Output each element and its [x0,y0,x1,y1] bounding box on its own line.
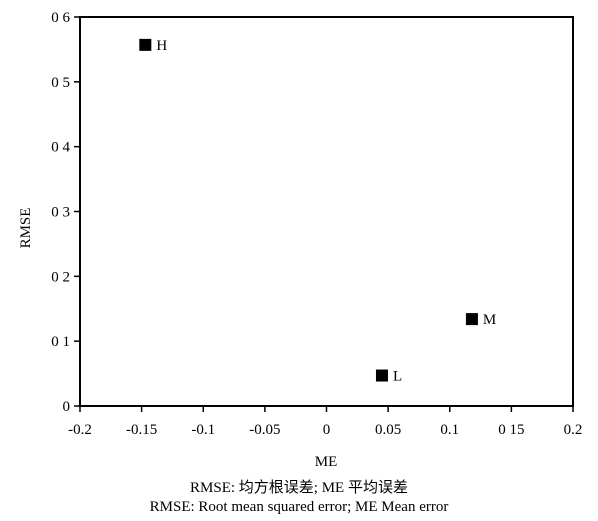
x-tick-label: -0.1 [191,422,215,438]
x-tick-label: -0.15 [126,422,157,438]
y-tick-label: 0 1 [51,334,70,350]
y-tick-label: 0 4 [51,140,70,156]
data-point-label: M [483,312,496,328]
data-point-label: H [156,38,167,54]
y-tick-label: 0 3 [51,205,70,221]
y-tick-label: 0 2 [51,269,70,285]
x-tick-label: 0 15 [498,422,524,438]
plot-area-frame [79,16,574,407]
x-axis: -0.2 -0.15 -0.1 -0.05 0 0.05 0.1 0 15 0.2 [68,406,582,438]
data-points: H M L [139,38,496,385]
y-tick-label: 0 5 [51,75,70,91]
data-point-marker [465,313,478,326]
x-tick-label: -0.05 [249,422,280,438]
x-tick-label: 0 [323,422,331,438]
y-tick-label: 0 6 [51,10,70,26]
data-point-label: L [393,369,402,385]
x-tick-label: 0.05 [375,422,401,438]
x-tick-label: 0.1 [440,422,459,438]
data-point-marker [139,38,152,51]
x-tick-label: -0.2 [68,422,92,438]
caption-chinese: RMSE: 均方根误差; ME 平均误差 [190,480,408,496]
y-tick-label: 0 [63,399,71,415]
data-point-marker [375,369,388,382]
x-axis-title: ME [315,454,338,470]
caption-english: RMSE: Root mean squared error; ME Mean e… [149,499,449,515]
y-axis-title: RMSE [18,208,34,249]
x-tick-label: 0.2 [564,422,583,438]
y-axis: 0 0 1 0 2 0 3 0 4 0 5 0 6 [51,10,80,415]
scatter-chart: 00 10 20 30 40 50 6 -0.2 -0.15 -0.1 -0.05 0 0… [18,10,582,470]
